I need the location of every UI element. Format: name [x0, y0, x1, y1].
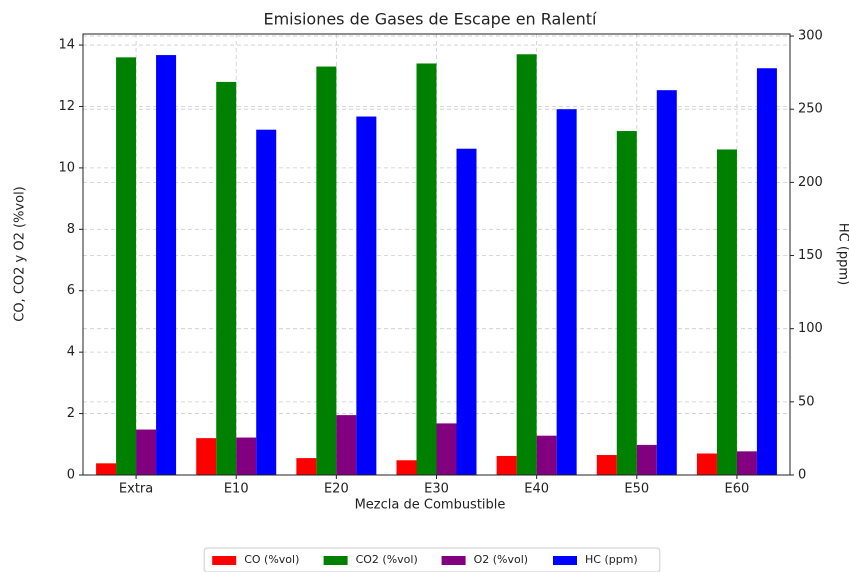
legend-swatch	[323, 556, 348, 565]
legend-swatch	[553, 556, 577, 565]
bar	[96, 463, 117, 475]
bar	[116, 57, 137, 475]
legend-box	[203, 547, 661, 572]
legend-label: CO (%vol)	[244, 553, 299, 566]
bar	[656, 90, 677, 476]
y-tick-label: 10	[58, 160, 75, 175]
legend-swatch	[212, 556, 237, 565]
y-tick-label: 4	[67, 345, 75, 360]
y2-tick-label: 0	[798, 468, 806, 483]
plot-frame	[82, 33, 791, 476]
x-tick-label: E10	[224, 482, 249, 497]
y2-tick-label: 100	[798, 321, 823, 336]
bar	[756, 68, 777, 475]
x-tick-label: E60	[725, 482, 750, 497]
y2-tick-label: 300	[798, 29, 823, 44]
bar	[736, 451, 757, 475]
y2-tick-label: 200	[798, 175, 823, 190]
chart-title: Emisiones de Gases de Escape en Ralentí	[263, 10, 597, 29]
bar	[216, 81, 237, 475]
bar	[396, 460, 417, 475]
x-tick-label: E40	[524, 482, 549, 497]
bar	[196, 438, 217, 475]
y2-axis-label: HC (ppm)	[836, 223, 849, 285]
bar	[436, 423, 457, 475]
y-tick-label: 14	[58, 38, 75, 53]
bar	[316, 66, 337, 476]
y2-tick-label: 50	[798, 394, 815, 409]
y-tick-label: 2	[67, 406, 75, 421]
bar	[716, 149, 737, 475]
bar	[256, 129, 277, 475]
bar	[456, 148, 477, 475]
bar	[356, 116, 377, 476]
x-tick-label: E30	[424, 482, 449, 497]
bar	[496, 455, 517, 475]
bar	[556, 109, 577, 475]
y-tick-label: 8	[67, 222, 75, 237]
y-tick-label: 12	[58, 99, 75, 114]
y2-tick-label: 250	[798, 102, 823, 117]
legend-swatch	[441, 556, 466, 565]
bar	[296, 458, 317, 475]
legend: CO (%vol) CO2 (%vol) O2 (%vol) HC (ppm)	[203, 547, 661, 572]
bar	[236, 437, 257, 475]
x-tick-label: E20	[324, 482, 349, 497]
bar	[616, 131, 637, 476]
legend-label: O2 (%vol)	[474, 553, 528, 566]
y-tick-label: 0	[67, 468, 75, 483]
bar	[596, 455, 617, 475]
x-axis-label: Mezcla de Combustible	[355, 498, 506, 513]
legend-label: CO2 (%vol)	[356, 553, 418, 566]
bar	[336, 415, 357, 475]
bar	[516, 54, 537, 476]
legend-label: HC (ppm)	[585, 553, 638, 566]
x-tick-label: Extra	[119, 482, 153, 497]
bar	[416, 63, 437, 475]
y-axis-label: CO, CO2 y O2 (%vol)	[13, 186, 28, 322]
bar	[536, 435, 557, 475]
bar	[156, 55, 177, 476]
bar	[636, 444, 657, 475]
bar	[696, 453, 717, 475]
y2-tick-label: 150	[798, 248, 823, 263]
y-tick-label: 6	[67, 283, 75, 298]
x-tick-label: E50	[624, 482, 649, 497]
bar	[136, 429, 157, 475]
